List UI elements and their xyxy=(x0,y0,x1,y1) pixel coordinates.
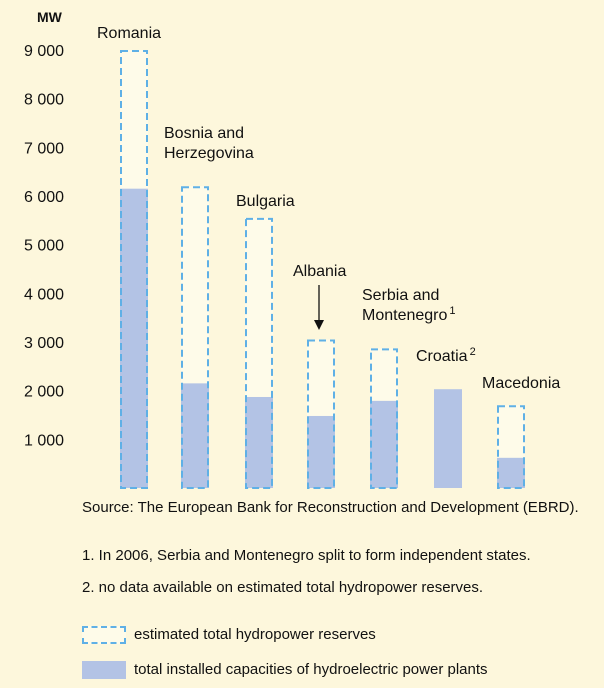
footnote-2: 2. no data available on estimated total … xyxy=(82,579,484,596)
installed-capacity-bar xyxy=(370,400,398,488)
y-tick-label: 8 000 xyxy=(24,92,64,109)
category-label: Herzegovina xyxy=(164,145,254,162)
y-tick-label: 3 000 xyxy=(24,335,64,352)
y-tick-label: 9 000 xyxy=(24,43,64,60)
hydropower-bar-chart: MW 1 000 2 000 3 000 4 000 5 000 6 000 7 000 8 … xyxy=(24,9,560,490)
annotation-arrow-head xyxy=(314,320,324,330)
legend-swatch-reserves xyxy=(82,626,126,644)
y-tick-label: 6 000 xyxy=(24,189,64,206)
y-tick-label: 5 000 xyxy=(24,238,64,255)
category-label: Romania xyxy=(97,25,161,42)
category-label: Albania xyxy=(293,263,346,280)
reserve-bar-outline xyxy=(307,339,335,489)
installed-capacity-bar xyxy=(120,188,148,488)
category-label: Bulgaria xyxy=(236,193,295,210)
installed-capacity-bar xyxy=(307,415,335,488)
footnote-marker: 1 xyxy=(449,305,455,317)
installed-capacity-bar xyxy=(245,396,273,488)
category-label: Montenegro 1 xyxy=(362,305,456,324)
legend-label-reserves: estimated total hydropower reserves xyxy=(134,626,376,643)
footnote-marker: 2 xyxy=(470,346,476,358)
reserve-bar-outline xyxy=(120,49,148,489)
reserve-bar-outline xyxy=(181,186,209,489)
source-note: Source: The European Bank for Reconstruc… xyxy=(82,499,579,516)
legend-swatch-installed xyxy=(82,661,126,679)
installed-capacity-bar xyxy=(181,383,209,488)
footnote-1: 1. In 2006, Serbia and Montenegro split … xyxy=(82,547,531,564)
legend-label-installed: total installed capacities of hydroelect… xyxy=(134,661,488,678)
reserve-bar-outline xyxy=(245,217,273,489)
y-tick-label: 2 000 xyxy=(24,384,64,401)
category-label: Croatia 2 xyxy=(416,346,476,365)
y-tick-label: 1 000 xyxy=(24,432,64,449)
reserve-bar-outline xyxy=(497,405,525,489)
reserve-bar-outline xyxy=(370,348,398,490)
y-tick-label: 4 000 xyxy=(24,286,64,303)
y-axis-unit-label: MW xyxy=(37,9,63,25)
category-label: Macedonia xyxy=(482,375,560,392)
installed-capacity-bar xyxy=(497,457,525,488)
category-label: Bosnia and xyxy=(164,125,244,142)
installed-capacity-bar xyxy=(434,389,462,488)
category-label: Serbia and xyxy=(362,287,439,304)
y-tick-label: 7 000 xyxy=(24,140,64,157)
